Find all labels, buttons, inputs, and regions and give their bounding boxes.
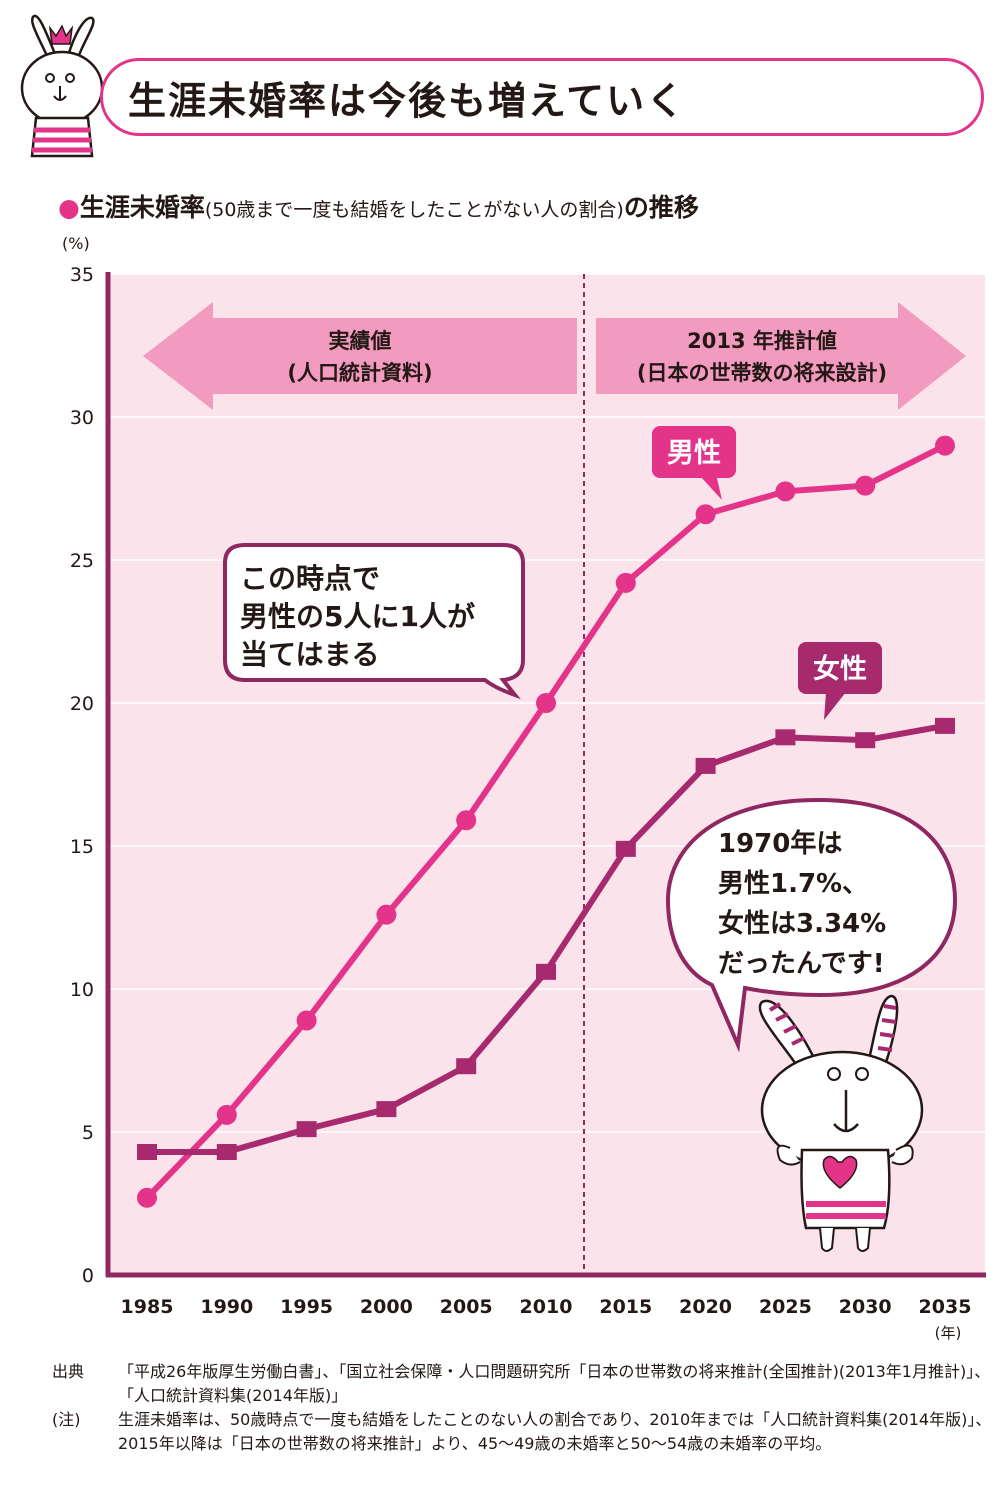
data-point [216, 1104, 237, 1125]
page-title: 生涯未婚率は今後も増えていく [128, 79, 687, 123]
data-point [456, 810, 477, 831]
region-projected-line2: (日本の世帯数の将来設計) [637, 361, 887, 385]
bubble-left-line1: この時点で [240, 562, 380, 595]
y-tick-label: 25 [70, 550, 94, 572]
y-tick-labels: 0 5 10 15 20 25 30 35 [70, 264, 94, 1287]
male-label-text: 男性 [667, 438, 721, 469]
speech-bubble-right: 1970年は 男性1.7%、 女性は3.34% だったんです! [665, 797, 958, 1053]
bubble-right-line3: 女性は3.34% [718, 908, 886, 939]
x-axis-unit-label: (年) [935, 1324, 962, 1342]
bubble-right-line2: 男性1.7%、 [718, 869, 868, 899]
x-tick-label: 2035 [919, 1296, 972, 1318]
note-source-key: 出典 [52, 1362, 85, 1381]
x-tick-label: 2005 [440, 1296, 493, 1318]
y-axis-unit-label: (%) [62, 234, 90, 253]
note-source: 出典 「平成26年版厚生労働白書」、「国立社会保障・人口問題研究所「日本の世帯数… [52, 1360, 992, 1408]
region-actual-line1: 実績値 [329, 329, 392, 353]
bubble-left-line3: 当てはまる [240, 638, 379, 671]
x-tick-label: 2030 [839, 1296, 892, 1318]
axes [105, 272, 986, 1278]
x-tick-label: 2010 [520, 1296, 573, 1318]
data-point [296, 1121, 317, 1138]
female-label-text: 女性 [813, 653, 867, 685]
series-group [137, 435, 955, 1208]
subtitle-main: 生涯未婚率 [79, 193, 205, 222]
female-label-tag: 女性 [798, 642, 882, 720]
arrow-right-projected [596, 302, 966, 410]
data-point [137, 1187, 157, 1208]
data-point [855, 732, 876, 749]
subtitle-paren: (50歳まで一度も結婚をしたことがない人の割合) [204, 199, 624, 221]
female-series [137, 717, 955, 1161]
data-point [296, 1010, 317, 1031]
data-point [695, 504, 716, 525]
bullet-dot: ● [58, 193, 80, 222]
data-point [855, 475, 876, 496]
x-tick-labels: 1985 1990 1995 2000 2005 2010 2015 2020 2025 2030… [121, 1296, 972, 1318]
x-tick-label: 1985 [121, 1296, 174, 1318]
data-point [935, 435, 955, 456]
note-remark-key: (注) [52, 1410, 81, 1429]
male-label-tag: 男性 [652, 426, 736, 500]
data-point [216, 1144, 237, 1161]
arrow-left-actual [143, 302, 577, 410]
bubble-left-line2: 男性の5人に1人が [240, 600, 475, 633]
data-point [456, 1058, 477, 1075]
data-point [376, 904, 397, 925]
data-point [137, 1144, 157, 1161]
bubble-right-line1: 1970年は [718, 828, 842, 859]
data-point [775, 481, 796, 502]
y-tick-label: 5 [82, 1122, 94, 1144]
data-point [615, 572, 636, 593]
x-tick-label: 2015 [599, 1296, 652, 1318]
y-tick-label: 0 [82, 1265, 94, 1287]
data-point [695, 757, 716, 774]
y-tick-label: 15 [70, 836, 94, 858]
chart-subtitle: ●生涯未婚率(50歳まで一度も結婚をしたことがない人の割合)の推移 [58, 188, 699, 224]
note-source-text: 「平成26年版厚生労働白書」、「国立社会保障・人口問題研究所「日本の世帯数の将来… [118, 1362, 991, 1405]
note-remark: (注) 生涯未婚率は、50歳時点で一度も結婚をしたことのない人の割合であり、20… [52, 1408, 992, 1456]
y-tick-label: 35 [70, 264, 94, 286]
data-point [615, 840, 636, 857]
title-banner [100, 58, 984, 136]
data-point [536, 963, 556, 980]
x-tick-label: 1990 [200, 1296, 253, 1318]
y-tick-label: 30 [70, 407, 94, 429]
x-tick-label: 2020 [679, 1296, 732, 1318]
x-tick-label: 1995 [280, 1296, 333, 1318]
x-tick-label: 2025 [759, 1296, 812, 1318]
data-point [536, 693, 556, 713]
rabbit-mascot-illustration [758, 994, 924, 1252]
data-point [376, 1101, 397, 1118]
y-tick-label: 20 [70, 693, 94, 715]
x-tick-label: 2000 [360, 1296, 413, 1318]
data-point [935, 717, 955, 734]
note-remark-text: 生涯未婚率は、50歳時点で一度も結婚をしたことのない人の割合であり、2010年ま… [118, 1410, 992, 1453]
region-actual-line2: (人口統計資料) [287, 361, 432, 385]
speech-bubble-left: この時点で 男性の5人に1人が 当てはまる [223, 543, 525, 700]
subtitle-tail: の推移 [623, 193, 699, 222]
y-tick-label: 10 [70, 979, 94, 1001]
male-series [137, 435, 955, 1208]
rabbit-mascot-top-illustration [20, 14, 104, 158]
region-arrows: 実績値 (人口統計資料) 2013 年推計値 (日本の世帯数の将来設計) [143, 302, 966, 410]
source-notes: 出典 「平成26年版厚生労働白書」、「国立社会保障・人口問題研究所「日本の世帯数… [52, 1360, 992, 1456]
data-point [775, 729, 796, 746]
region-projected-line1: 2013 年推計値 [687, 329, 837, 353]
bubble-right-line4: だったんです! [718, 949, 885, 979]
